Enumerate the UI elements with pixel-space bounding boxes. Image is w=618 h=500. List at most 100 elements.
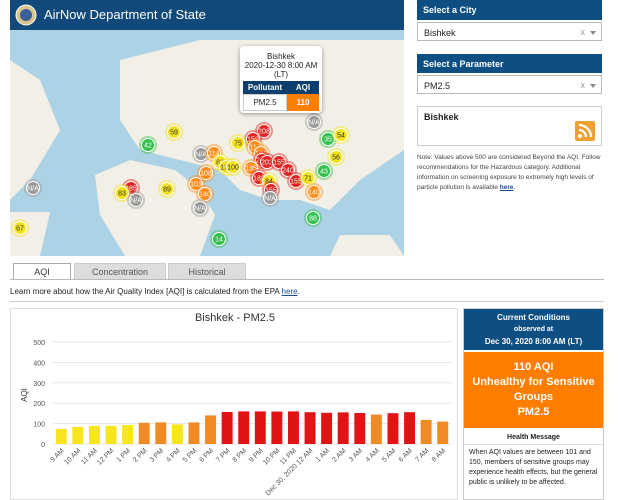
bar	[321, 412, 333, 444]
y-tick-label: 400	[33, 360, 45, 367]
popup-aqi: 110	[287, 94, 319, 111]
map-marker[interactable]: 35	[319, 130, 337, 148]
map-marker[interactable]: 43	[315, 162, 333, 180]
marker-dot	[306, 211, 320, 225]
city-box: Bishkek	[417, 106, 602, 146]
map-marker[interactable]: 240	[279, 161, 297, 179]
clear-button[interactable]: x	[580, 80, 586, 90]
map-marker[interactable]: 88	[304, 209, 322, 227]
marker-label: 100	[227, 165, 239, 172]
marker-label: 123	[220, 165, 232, 172]
marker-label: 240	[282, 168, 294, 175]
marker-label: 155	[290, 179, 302, 186]
bar	[138, 422, 150, 444]
bar	[370, 414, 382, 444]
marker-label: 182	[253, 176, 265, 183]
map-marker[interactable]: N/A	[191, 199, 209, 217]
map-marker[interactable]: 155	[287, 172, 305, 190]
tab[interactable]: Concentration	[74, 263, 166, 279]
map-marker[interactable]: 71	[299, 169, 317, 187]
map-marker[interactable]: 54	[332, 126, 350, 144]
marker-dot	[189, 177, 203, 191]
marker-dot	[307, 115, 321, 129]
popup-zone: (LT)	[273, 70, 289, 79]
map-marker[interactable]: 83	[113, 184, 131, 202]
parameter-select[interactable]: PM2.5 x	[417, 75, 602, 94]
x-tick-label: 6 AM	[398, 447, 414, 463]
observed-time: Dec 30, 2020 8:00 AM (LT)	[484, 337, 583, 346]
map-marker[interactable]: 100	[224, 158, 242, 176]
marker-dot	[257, 124, 271, 138]
y-tick-label: 200	[33, 401, 45, 408]
marker-label: 88	[309, 216, 317, 223]
map-marker[interactable]: N/A	[261, 189, 279, 207]
marker-label: N/A	[195, 152, 207, 159]
marker-label: 103	[190, 182, 202, 189]
marker-dot	[321, 132, 335, 146]
marker-label: 108	[200, 171, 212, 178]
city-select[interactable]: Bishkek x	[417, 22, 602, 41]
marker-dot	[231, 136, 245, 150]
map-marker[interactable]: N/A	[192, 145, 210, 163]
health-title: Health Message	[507, 434, 560, 441]
map-marker[interactable]: 140	[305, 183, 323, 201]
marker-label: N/A	[308, 120, 320, 127]
y-tick-label: 300	[33, 381, 45, 388]
x-tick-label: 5 PM	[182, 447, 199, 464]
map-marker[interactable]: N/A	[24, 179, 42, 197]
bar	[238, 411, 250, 444]
marker-label: 117	[249, 145, 260, 152]
x-tick-label: 7 PM	[215, 447, 232, 464]
note-end: .	[513, 184, 516, 191]
map-marker[interactable]: 89	[158, 180, 176, 198]
tab[interactable]: AQI	[13, 263, 71, 279]
marker-dot	[307, 185, 321, 199]
note: Note: Values above 500 are considered Be…	[417, 153, 604, 193]
y-tick-label: 0	[41, 442, 45, 449]
x-tick-label: 1 PM	[116, 447, 133, 464]
map-marker[interactable]: 67	[11, 219, 29, 237]
map-marker[interactable]: N/A	[127, 191, 145, 209]
rss-icon[interactable]	[575, 121, 595, 141]
bar	[55, 428, 67, 444]
learn-text: Learn more about how the Air Quality Ind…	[10, 287, 300, 296]
map-marker[interactable]: 202	[258, 153, 276, 171]
x-tick-label: 7 AM	[414, 447, 430, 463]
map-marker[interactable]: 14	[210, 230, 228, 248]
current-category: Unhealthy for Sensitive Groups	[472, 376, 595, 403]
marker-dot	[13, 221, 27, 235]
rule	[10, 301, 604, 302]
marker-label: 83	[118, 191, 126, 198]
marker-label: 89	[163, 187, 171, 194]
marker-label: 155	[265, 188, 277, 195]
bar	[155, 422, 167, 444]
learn-link[interactable]: here	[281, 287, 298, 296]
map-marker[interactable]: 59	[165, 123, 183, 141]
map-marker[interactable]: 208	[255, 122, 273, 140]
bar	[188, 422, 200, 444]
x-tick-label: 4 PM	[165, 447, 182, 464]
bar	[205, 415, 217, 444]
map-marker[interactable]: 140	[196, 185, 214, 203]
current-conditions: Current Conditions observed at Dec 30, 2…	[463, 308, 604, 500]
x-tick-label: 12 PM	[96, 447, 115, 466]
parameter-select-value: PM2.5	[424, 81, 451, 91]
map-marker[interactable]: N/A	[305, 113, 323, 131]
marker-dot	[198, 187, 212, 201]
map-marker[interactable]: 103	[187, 175, 205, 193]
marker-label: 140	[199, 192, 211, 199]
note-link[interactable]: here	[499, 184, 514, 191]
map-marker[interactable]: 56	[327, 148, 345, 166]
map-marker[interactable]: 75	[229, 134, 247, 152]
city-box-name: Bishkek	[424, 112, 459, 122]
bar	[88, 425, 100, 444]
marker-label: 54	[337, 133, 345, 140]
x-tick-label: 3 AM	[348, 447, 364, 463]
tab[interactable]: Historical	[168, 263, 246, 279]
clear-button[interactable]: x	[580, 27, 586, 37]
map-marker[interactable]: 108	[197, 164, 215, 182]
map-marker[interactable]: 42	[139, 136, 157, 154]
x-tick-label: 11 AM	[80, 447, 99, 466]
x-tick-label: 5 AM	[381, 447, 397, 463]
